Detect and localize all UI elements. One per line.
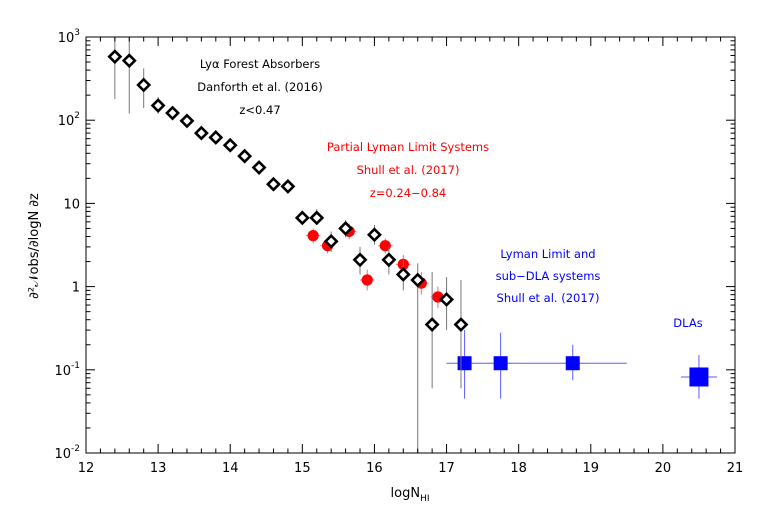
annotation-partial-lls-line: z=0.24−0.84 [370,186,447,200]
x-tick-label: 15 [294,461,311,476]
partial-lls-point [361,274,373,286]
y-tick-label: 1 [72,281,80,296]
annotation-dla-line: DLAs [673,316,702,330]
y-tick-exponent: 2 [74,111,80,121]
lya-forest-point [424,317,440,332]
lya-forest-point [367,227,382,243]
lls-subdla-point [565,356,580,371]
x-axis-title-sub: HI [420,494,429,504]
y-tick-exponent: -2 [71,444,80,454]
dla-point [689,367,709,387]
plot-frame [85,36,736,454]
y-tick-base: 10 [58,31,75,46]
x-tick-label: 17 [438,461,455,476]
lya-forest-point [352,252,368,268]
lya-forest-point [237,148,253,164]
lya-forest-point [193,125,209,141]
lya-forest-point [453,317,469,332]
lya-forest-point [179,113,195,129]
lls-subdla-point [457,356,472,371]
partial-lls-point [307,230,319,242]
lya-forest-point [410,272,426,288]
annotation-lya-forest-line: Lyα Forest Absorbers [200,57,320,71]
lya-forest-point [121,53,137,69]
lya-forest-point [251,160,267,175]
lya-forest-point [222,137,238,153]
y-tick-exponent: 3 [74,28,80,38]
y-tick-base: 10 [54,447,71,462]
series-lya-forest [107,37,469,453]
annotation-partial-lls-line: Partial Lyman Limit Systems [327,140,489,154]
x-tick-label: 21 [727,461,744,476]
y-tick-base: 10 [58,114,75,129]
x-tick-label: 14 [222,461,239,476]
y-tick-label: 102 [58,111,80,129]
lya-forest-point [165,105,180,121]
lya-forest-point [294,210,310,226]
x-tick-label: 18 [510,461,527,476]
y-tick-label: 10-1 [54,361,80,379]
x-tick-label: 12 [78,461,95,476]
x-tick-label: 13 [150,461,167,476]
y-tick-exponent: -1 [71,361,80,371]
x-axis-title: logNHI [391,486,430,504]
annotation-lls-subdla-line: Shull et al. (2017) [497,291,600,305]
y-tick-label: 103 [58,28,80,46]
y-axis-title: ∂²𝒩obs/∂logN ∂z [27,193,42,299]
y-tick-label: 10 [63,197,80,212]
lya-forest-point [136,77,152,93]
lya-forest-point [150,98,166,113]
lya-forest-point [208,130,224,145]
x-tick-label: 16 [366,461,383,476]
lya-forest-point [107,49,123,65]
lya-forest-point [395,267,411,282]
plot-layer [107,37,717,453]
lya-forest-point [323,233,339,249]
y-tick-base: 10 [54,364,71,379]
annotation-lya-forest-line: Danforth et al. (2016) [197,80,323,94]
lls-subdla-point [493,356,508,371]
y-tick-label: 10-2 [54,444,80,462]
x-tick-label: 20 [655,461,672,476]
annotation-lls-subdla-line: Lyman Limit and [500,247,595,261]
lya-forest-point [309,210,325,226]
lya-forest-point [439,292,454,307]
x-axis-title-main: logN [391,486,421,501]
lya-forest-point [338,221,354,236]
lya-forest-point [381,252,397,268]
x-tick-label: 19 [583,461,600,476]
lya-forest-point [266,176,281,192]
lya-forest-point [280,178,296,194]
annotation-layer: Lyα Forest Absorbers Danforth et al. (201… [197,57,702,330]
annotation-lls-subdla-line: sub−DLA systems [496,269,601,283]
annotation-partial-lls-line: Shull et al. (2017) [357,163,460,177]
annotation-lya-forest-line: z<0.47 [239,103,280,117]
partial-lls-point [379,240,391,252]
series-dla [680,355,717,399]
